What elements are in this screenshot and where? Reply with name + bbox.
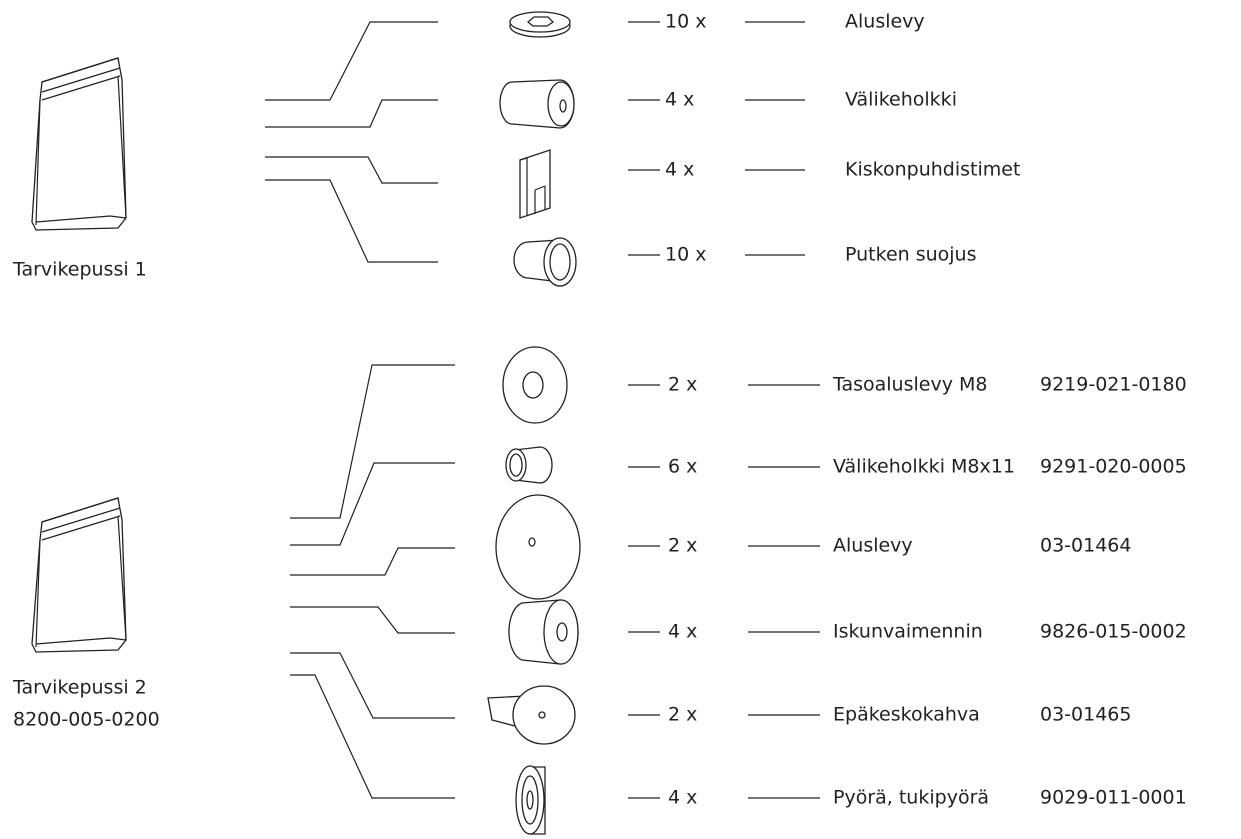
part-name: Aluslevy <box>845 11 925 33</box>
part-name: Pyörä, tukipyörä <box>833 787 989 809</box>
bag-code: 8200-005-0200 <box>13 709 160 731</box>
quantity: 6 x <box>668 456 697 478</box>
part-name: Tasoaluslevy M8 <box>832 374 987 396</box>
part-name: Putken suojus <box>845 244 977 266</box>
quantity: 2 x <box>668 704 697 726</box>
quantity: 4 x <box>668 621 697 643</box>
quantity: 10 x <box>665 11 706 33</box>
bag-icon <box>31 57 127 231</box>
part-code: 9029-011-0001 <box>1040 787 1187 809</box>
bag-label: Tarvikepussi 2 <box>12 677 147 699</box>
quantity: 2 x <box>668 535 697 557</box>
part-name: Epäkeskokahva <box>833 704 980 726</box>
part-name: Iskunvaimennin <box>833 621 983 643</box>
quantity: 2 x <box>668 374 697 396</box>
bag-icon <box>31 497 127 653</box>
quantity: 10 x <box>665 244 706 266</box>
part-code: 9219-021-0180 <box>1040 374 1187 396</box>
part-name: Aluslevy <box>833 535 913 557</box>
part-name: Välikeholkki M8x11 <box>833 456 1015 478</box>
part-name: Kiskonpuhdistimet <box>845 159 1020 181</box>
part-name: Välikeholkki <box>845 89 957 111</box>
quantity: 4 x <box>668 787 697 809</box>
part-code: 03-01464 <box>1040 535 1131 557</box>
part-code: 03-01465 <box>1040 704 1131 726</box>
connectors <box>265 21 455 799</box>
bag-label: Tarvikepussi 1 <box>12 259 147 281</box>
quantity: 4 x <box>665 159 694 181</box>
quantity: 4 x <box>665 89 694 111</box>
part-code: 9291-020-0005 <box>1040 456 1187 478</box>
part-code: 9826-015-0002 <box>1040 621 1187 643</box>
part-icons <box>487 11 581 835</box>
